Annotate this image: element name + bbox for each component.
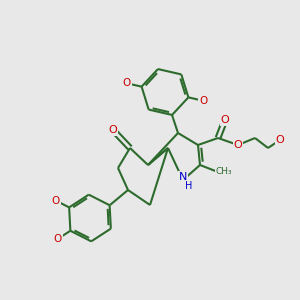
Text: O: O	[54, 234, 62, 244]
Text: H: H	[185, 181, 193, 191]
Text: O: O	[199, 96, 207, 106]
Text: O: O	[220, 115, 230, 125]
Text: O: O	[276, 135, 284, 145]
Text: CH₃: CH₃	[216, 167, 232, 176]
Text: O: O	[109, 125, 117, 135]
Text: O: O	[234, 140, 242, 150]
Text: O: O	[52, 196, 60, 206]
Text: O: O	[123, 78, 131, 88]
Text: N: N	[179, 172, 187, 182]
